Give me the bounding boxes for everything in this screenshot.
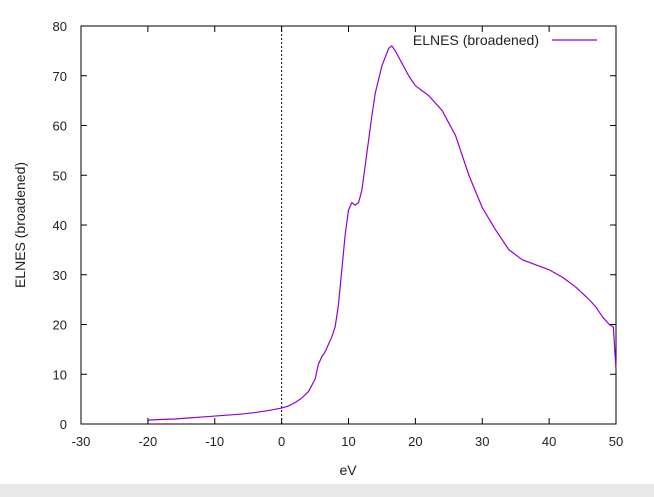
y-tick-label: 80 <box>53 19 67 34</box>
x-tick-label: -30 <box>72 434 91 449</box>
y-tick-label: 20 <box>53 318 67 333</box>
bottom-strip <box>0 484 654 497</box>
x-tick-label: 40 <box>542 434 556 449</box>
y-tick-label: 0 <box>60 417 67 432</box>
y-tick-label: 50 <box>53 168 67 183</box>
y-tick-label: 70 <box>53 69 67 84</box>
x-tick-label: 0 <box>278 434 285 449</box>
elnes-chart: -30 -20 -10 0 10 20 30 40 50 0 10 20 30 40 50 60 70 80 eV… <box>12 19 623 478</box>
y-tick-label: 30 <box>53 268 67 283</box>
y-tick-label: 60 <box>53 119 67 134</box>
x-tick-label: -10 <box>205 434 224 449</box>
y-tick-label: 10 <box>53 367 67 382</box>
y-tick-label: 40 <box>53 218 67 233</box>
x-axis-label: eV <box>339 462 357 478</box>
series-line-elnes <box>147 45 617 422</box>
x-tick-label: 10 <box>341 434 355 449</box>
x-tick-label: -20 <box>138 434 157 449</box>
x-tick-label: 30 <box>475 434 489 449</box>
plot-frame <box>80 25 617 425</box>
y-axis-label: ELNES (broadened) <box>12 162 28 288</box>
x-tick-label: 50 <box>609 434 623 449</box>
legend-entry-label: ELNES (broadened) <box>413 32 539 48</box>
x-tick-label: 20 <box>408 434 422 449</box>
plot-panel: -30 -20 -10 0 10 20 30 40 50 0 10 20 30 40 50 60 70 80 eV… <box>0 0 654 484</box>
legend: ELNES (broadened) <box>413 32 597 48</box>
